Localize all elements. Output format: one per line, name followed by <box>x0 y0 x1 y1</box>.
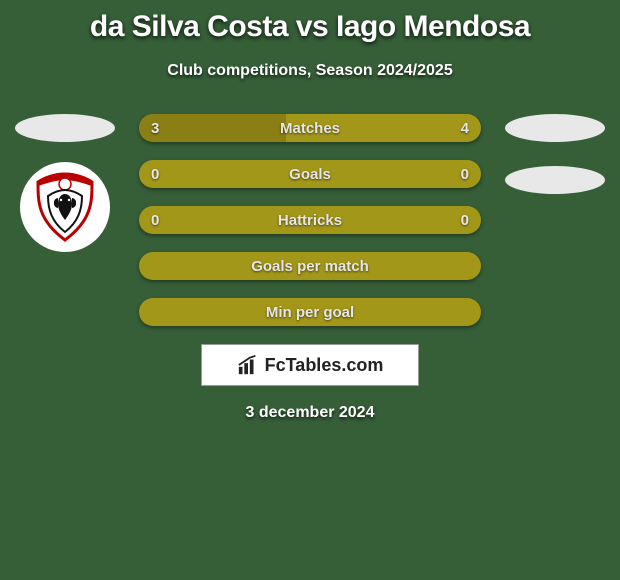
left-player-column <box>10 114 120 252</box>
stat-row-goals: 0 Goals 0 <box>139 160 481 188</box>
shield-icon <box>34 172 96 242</box>
date-label: 3 december 2024 <box>0 404 620 422</box>
stat-label: Goals <box>139 160 481 188</box>
stat-value-right: 4 <box>461 114 469 142</box>
stat-value-right: 0 <box>461 160 469 188</box>
comparison-card: 3 Matches 4 0 Goals 0 0 Hattricks 0 Goal… <box>0 114 620 422</box>
player-name-placeholder-right <box>505 114 605 142</box>
stat-label: Min per goal <box>139 298 481 326</box>
stat-label: Hattricks <box>139 206 481 234</box>
right-player-column <box>500 114 610 194</box>
stat-row-hattricks: 0 Hattricks 0 <box>139 206 481 234</box>
source-logo-text: FcTables.com <box>265 355 384 376</box>
stat-value-right: 0 <box>461 206 469 234</box>
subtitle: Club competitions, Season 2024/2025 <box>0 62 620 80</box>
stat-row-goals-per-match: Goals per match <box>139 252 481 280</box>
chart-icon <box>237 354 259 376</box>
stats-bars: 3 Matches 4 0 Goals 0 0 Hattricks 0 Goal… <box>139 114 481 326</box>
stat-row-min-per-goal: Min per goal <box>139 298 481 326</box>
source-logo: FcTables.com <box>201 344 419 386</box>
club-crest-left <box>20 162 110 252</box>
player-name-placeholder-left <box>15 114 115 142</box>
stat-label: Goals per match <box>139 252 481 280</box>
stat-label: Matches <box>139 114 481 142</box>
club-placeholder-right <box>505 166 605 194</box>
stat-row-matches: 3 Matches 4 <box>139 114 481 142</box>
page-title: da Silva Costa vs Iago Mendosa <box>0 0 620 44</box>
